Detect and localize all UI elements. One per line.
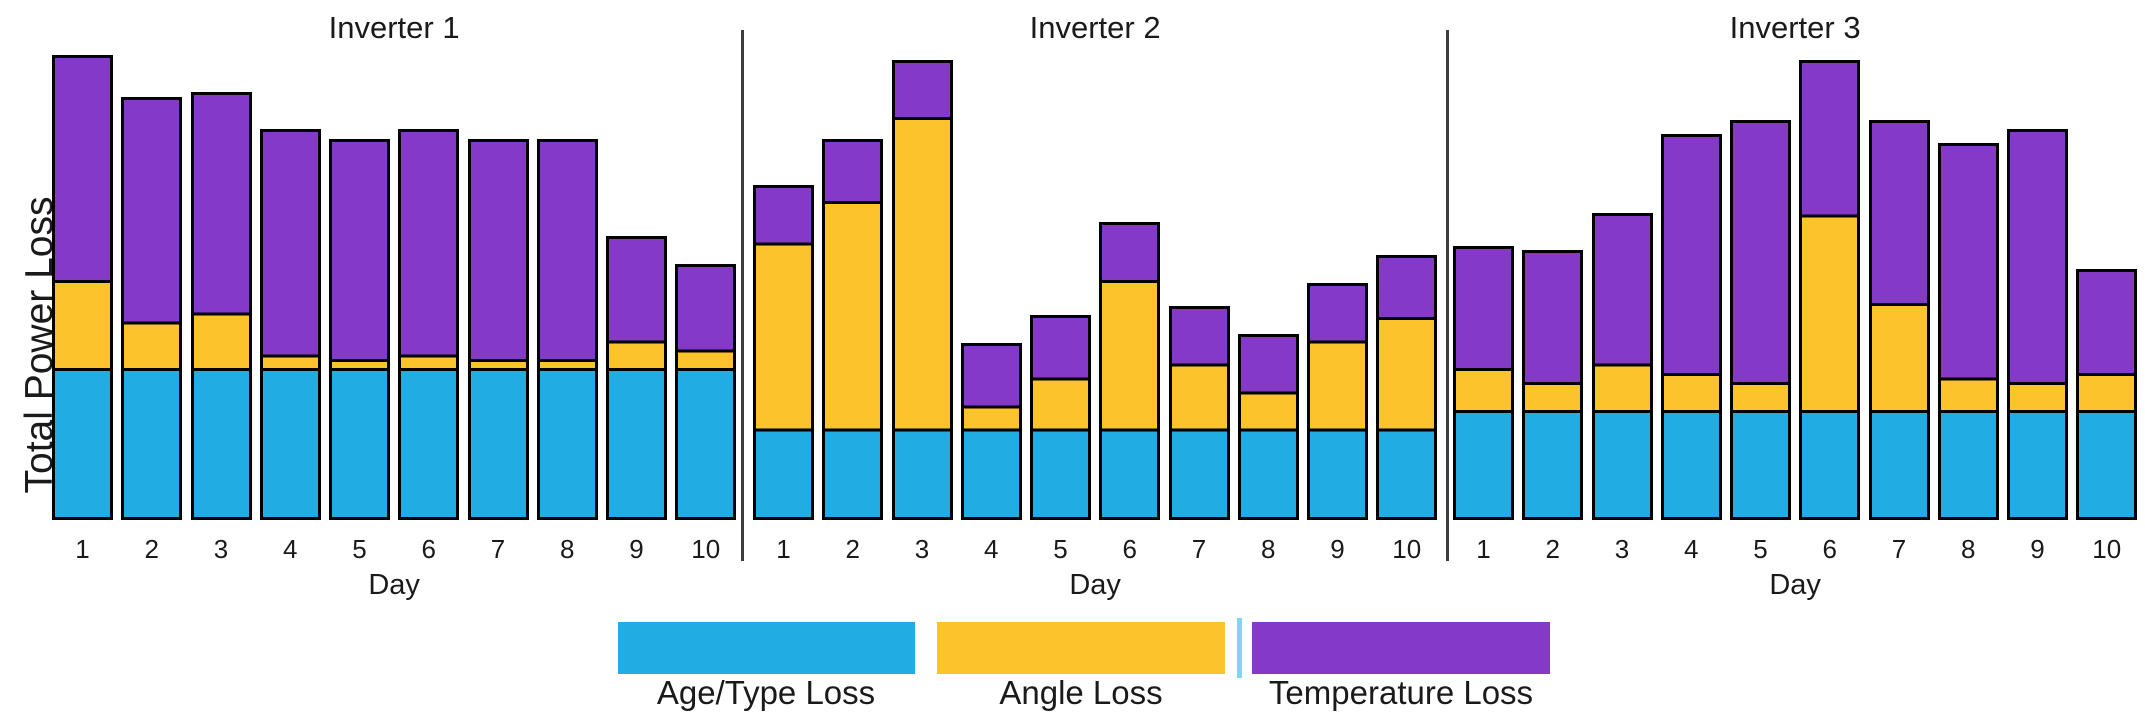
x-tick-inverter-3-day-6: 6	[1822, 534, 1837, 564]
legend-label-age-type-loss: Age/Type Loss	[656, 674, 876, 711]
bar-inverter-1-day-2	[121, 96, 183, 520]
bar-inverter-3-day-7	[1868, 120, 1930, 520]
bar-inverter-1-day-6	[398, 129, 460, 520]
x-tick-inverter-2-day-9: 9	[1330, 534, 1345, 564]
bar-inverter-3-day-8	[1937, 143, 1999, 520]
x-tick-inverter-2-day-4: 4	[984, 534, 999, 564]
x-tick-inverter-3-day-7: 7	[1891, 534, 1907, 564]
x-tick-inverter-2-day-8: 8	[1261, 534, 1276, 564]
x-axis-label-inverter-1: Day	[368, 569, 420, 601]
bar-inverter-2-day-6	[1099, 222, 1161, 520]
legend-swatch-age-type-loss	[618, 622, 915, 674]
bar-inverter-2-day-1	[753, 185, 814, 520]
x-tick-inverter-1-day-6: 6	[421, 534, 436, 564]
x-tick-inverter-2-day-7: 7	[1191, 534, 1207, 564]
bar-inverter-3-day-10	[2076, 268, 2138, 520]
bar-inverter-2-day-5	[1030, 315, 1091, 520]
bar-inverter-1-day-5	[329, 138, 390, 520]
bar-inverter-2-day-8	[1237, 334, 1299, 520]
bar-inverter-3-day-5	[1730, 120, 1791, 520]
x-axis-label-inverter-3: Day	[1769, 569, 1821, 601]
bar-inverter-3-day-2	[1522, 250, 1584, 520]
x-tick-inverter-1-day-8: 8	[560, 534, 575, 564]
panel-title-inverter-3: Inverter 3	[1729, 10, 1861, 45]
x-tick-inverter-3-day-2: 2	[1545, 534, 1560, 564]
x-tick-inverter-3-day-9: 9	[2030, 534, 2045, 564]
bar-inverter-2-day-9	[1307, 282, 1368, 520]
x-tick-inverter-1-day-9: 9	[629, 534, 644, 564]
bar-inverter-2-day-3	[891, 59, 953, 520]
bar-inverter-1-day-3	[190, 92, 252, 520]
x-tick-inverter-1-day-3: 3	[213, 534, 229, 564]
x-axis-label-inverter-2: Day	[1069, 569, 1121, 601]
bar-inverter-1-day-7	[467, 138, 529, 520]
x-tick-inverter-1-day-1: 1	[75, 534, 90, 564]
panel-title-inverter-2: Inverter 2	[1029, 10, 1161, 45]
legend-label-temperature-loss: Temperature Loss	[1268, 674, 1534, 711]
bar-inverter-1-day-4	[259, 129, 321, 520]
bar-inverter-2-day-7	[1168, 306, 1230, 520]
x-tick-inverter-1-day-7: 7	[490, 534, 506, 564]
x-tick-inverter-2-day-5: 5	[1053, 534, 1068, 564]
x-tick-inverter-1-day-2: 2	[144, 534, 159, 564]
x-tick-inverter-2-day-1: 1	[776, 534, 791, 564]
x-tick-inverter-3-day-5: 5	[1753, 534, 1768, 564]
bar-inverter-3-day-1	[1453, 245, 1514, 520]
panel-divider-1	[741, 30, 744, 561]
bar-inverter-3-day-6	[1799, 59, 1861, 520]
bar-inverter-3-day-9	[2007, 129, 2068, 520]
x-tick-inverter-3-day-3: 3	[1614, 534, 1630, 564]
legend-swatch-temperature-loss	[1252, 622, 1550, 674]
bar-inverter-2-day-10	[1376, 254, 1438, 520]
x-tick-inverter-2-day-3: 3	[914, 534, 930, 564]
legend-divider-tick	[1237, 618, 1242, 678]
legend-label-angle-loss: Angle Loss	[999, 674, 1163, 711]
x-tick-inverter-3-day-10: 10	[2092, 534, 2122, 564]
bar-inverter-1-day-8	[536, 138, 598, 520]
bar-inverter-2-day-4	[960, 343, 1022, 520]
x-tick-inverter-2-day-2: 2	[845, 534, 860, 564]
bar-inverter-2-day-2	[822, 138, 884, 520]
x-tick-inverter-2-day-10: 10	[1392, 534, 1422, 564]
panel-divider-2	[1446, 30, 1449, 561]
x-tick-inverter-1-day-5: 5	[352, 534, 367, 564]
x-tick-inverter-1-day-4: 4	[283, 534, 298, 564]
bar-inverter-1-day-9	[606, 236, 667, 520]
x-tick-inverter-3-day-4: 4	[1684, 534, 1699, 564]
bar-inverter-3-day-3	[1591, 213, 1653, 520]
x-tick-inverter-3-day-8: 8	[1961, 534, 1976, 564]
x-tick-inverter-3-day-1: 1	[1476, 534, 1491, 564]
panel-title-inverter-1: Inverter 1	[328, 10, 460, 45]
x-tick-inverter-2-day-6: 6	[1122, 534, 1137, 564]
x-tick-inverter-1-day-10: 10	[691, 534, 721, 564]
bar-inverter-1-day-1	[52, 55, 113, 520]
bar-inverter-3-day-4	[1660, 134, 1722, 520]
bar-inverter-1-day-10	[675, 264, 737, 520]
legend-swatch-angle-loss	[937, 622, 1225, 674]
